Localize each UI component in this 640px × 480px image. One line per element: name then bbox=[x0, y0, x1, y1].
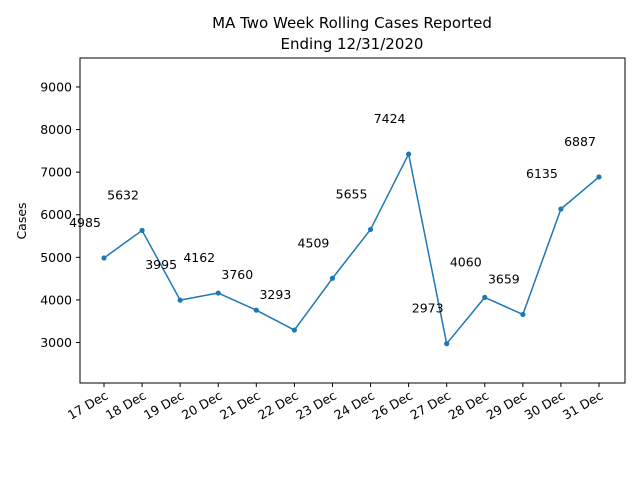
data-label: 5632 bbox=[107, 187, 139, 202]
data-point bbox=[482, 294, 488, 300]
data-point bbox=[101, 255, 107, 261]
data-label: 4162 bbox=[183, 250, 215, 265]
data-label: 7424 bbox=[374, 111, 406, 126]
data-point bbox=[444, 341, 450, 347]
data-label: 5655 bbox=[336, 186, 368, 201]
data-point bbox=[520, 311, 526, 318]
y-tick-label: 9000 bbox=[40, 79, 72, 94]
y-tick-label: 5000 bbox=[40, 250, 72, 265]
plot-area: 4985 5632 3995 4162 3760 3293 4509 5655 7424 2973… bbox=[69, 111, 602, 347]
y-tick-label: 3000 bbox=[40, 335, 72, 350]
x-tick-label: 26 Dec bbox=[369, 388, 415, 423]
data-point bbox=[406, 151, 412, 157]
series-line bbox=[103, 153, 600, 345]
data-point bbox=[177, 297, 183, 303]
x-tick-label: 21 Dec bbox=[217, 388, 263, 423]
y-axis: 3000 4000 5000 6000 7000 8000 9000 bbox=[40, 79, 80, 350]
data-label: 2973 bbox=[412, 301, 444, 316]
x-tick-label: 24 Dec bbox=[331, 388, 377, 423]
x-tick-label: 30 Dec bbox=[522, 388, 568, 423]
chart-title-line-1: MA Two Week Rolling Cases Reported bbox=[212, 14, 492, 32]
data-label: 4985 bbox=[69, 215, 101, 230]
data-label: 3659 bbox=[488, 271, 520, 286]
chart-title-line-2: Ending 12/31/2020 bbox=[281, 35, 424, 53]
data-point bbox=[329, 275, 336, 281]
data-label: 6135 bbox=[526, 166, 558, 181]
data-point bbox=[367, 226, 374, 233]
x-tick-label: 28 Dec bbox=[446, 388, 492, 423]
data-label: 6887 bbox=[564, 134, 596, 149]
y-tick-label: 7000 bbox=[40, 165, 72, 180]
data-label: 4509 bbox=[298, 235, 330, 250]
y-tick-label: 8000 bbox=[40, 122, 72, 137]
x-tick-label: 18 Dec bbox=[103, 388, 149, 423]
data-label: 3293 bbox=[259, 287, 291, 302]
data-point bbox=[291, 327, 297, 333]
data-label: 4060 bbox=[450, 254, 482, 269]
x-tick-label: 31 Dec bbox=[560, 388, 606, 423]
x-tick-label: 22 Dec bbox=[255, 388, 301, 423]
y-axis-label: Cases bbox=[14, 202, 29, 239]
plot-frame bbox=[79, 57, 626, 384]
data-point bbox=[139, 227, 145, 234]
data-label: 3760 bbox=[221, 267, 253, 282]
x-tick-label: 29 Dec bbox=[484, 388, 530, 423]
y-tick-label: 6000 bbox=[40, 207, 72, 222]
y-tick-label: 4000 bbox=[40, 292, 72, 307]
x-tick-label: 27 Dec bbox=[408, 388, 454, 423]
x-tick-label: 20 Dec bbox=[179, 388, 225, 423]
x-tick-label: 23 Dec bbox=[293, 388, 339, 423]
data-label: 3995 bbox=[145, 257, 177, 272]
data-point bbox=[558, 206, 564, 212]
x-tick-label: 17 Dec bbox=[65, 388, 111, 423]
x-tick-label: 19 Dec bbox=[141, 388, 187, 423]
data-point bbox=[596, 174, 602, 180]
data-point bbox=[253, 307, 259, 313]
data-point bbox=[215, 290, 221, 296]
